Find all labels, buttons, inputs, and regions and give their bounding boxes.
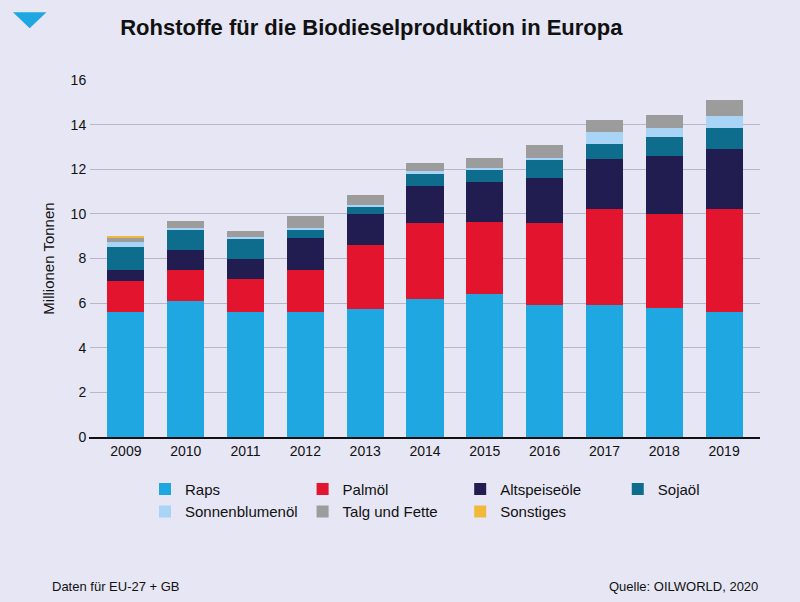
svg-text:2017: 2017 bbox=[589, 443, 620, 459]
svg-text:2: 2 bbox=[78, 384, 86, 400]
svg-text:2013: 2013 bbox=[350, 443, 381, 459]
svg-text:Quelle: OILWORLD, 2020: Quelle: OILWORLD, 2020 bbox=[609, 579, 758, 594]
svg-text:2012: 2012 bbox=[290, 443, 321, 459]
svg-text:2010: 2010 bbox=[170, 443, 201, 459]
svg-text:12: 12 bbox=[71, 161, 87, 177]
svg-text:Palmöl: Palmöl bbox=[343, 481, 389, 498]
svg-text:8: 8 bbox=[78, 250, 86, 266]
svg-text:2015: 2015 bbox=[469, 443, 500, 459]
svg-text:Altspeiseöle: Altspeiseöle bbox=[500, 481, 581, 498]
svg-text:2018: 2018 bbox=[649, 443, 680, 459]
svg-text:2014: 2014 bbox=[409, 443, 440, 459]
svg-text:Talg und Fette: Talg und Fette bbox=[343, 503, 438, 520]
svg-text:Sonnenblumenöl: Sonnenblumenöl bbox=[185, 503, 298, 520]
svg-text:Sojaöl: Sojaöl bbox=[658, 481, 700, 498]
svg-text:16: 16 bbox=[71, 72, 87, 88]
svg-text:10: 10 bbox=[71, 206, 87, 222]
svg-text:4: 4 bbox=[78, 340, 86, 356]
svg-text:Sonstiges: Sonstiges bbox=[500, 503, 566, 520]
svg-text:Raps: Raps bbox=[185, 481, 220, 498]
svg-text:Millionen Tonnen: Millionen Tonnen bbox=[40, 202, 57, 314]
svg-text:2016: 2016 bbox=[529, 443, 560, 459]
svg-text:0: 0 bbox=[78, 429, 86, 445]
svg-text:2019: 2019 bbox=[709, 443, 740, 459]
svg-text:6: 6 bbox=[78, 295, 86, 311]
svg-text:2011: 2011 bbox=[230, 443, 260, 459]
svg-text:14: 14 bbox=[71, 117, 87, 133]
svg-text:Daten für EU-27 + GB: Daten für EU-27 + GB bbox=[52, 579, 180, 594]
svg-text:2009: 2009 bbox=[110, 443, 141, 459]
svg-text:Rohstoffe für die Biodieselpro: Rohstoffe für die Biodieselproduktion in… bbox=[120, 15, 623, 40]
